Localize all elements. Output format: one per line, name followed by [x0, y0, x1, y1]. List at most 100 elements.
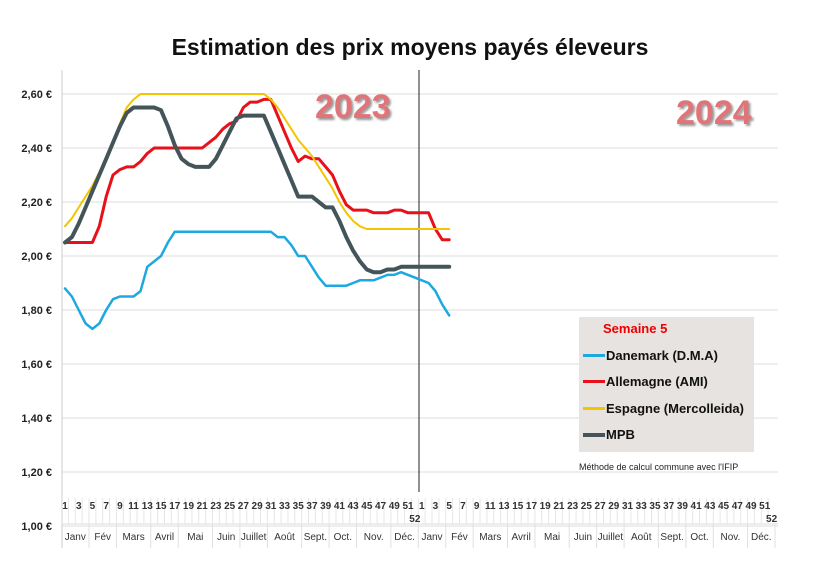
- y-tick-label: 2,40 €: [21, 143, 52, 155]
- series-line-allemagne: [63, 97, 451, 244]
- series-line-espagne: [64, 93, 451, 230]
- week-label: 39: [320, 501, 332, 512]
- month-label: Mars: [122, 532, 144, 543]
- month-label: Déc.: [751, 532, 772, 543]
- week-label: 9: [474, 501, 480, 512]
- week-label: 52: [409, 514, 421, 525]
- week-label: 43: [348, 501, 360, 512]
- month-label: Sept.: [304, 532, 327, 543]
- week-label: 45: [718, 501, 730, 512]
- month-label: Mai: [187, 532, 203, 543]
- week-label: 45: [361, 501, 373, 512]
- week-label: 51: [759, 501, 771, 512]
- week-label: 41: [691, 501, 703, 512]
- week-label: 17: [169, 501, 181, 512]
- week-label: 35: [649, 501, 661, 512]
- week-label: 7: [460, 501, 466, 512]
- week-label: 1: [419, 501, 425, 512]
- week-label: 31: [265, 501, 277, 512]
- month-label: Avril: [512, 532, 531, 543]
- y-tick-label: 2,60 €: [21, 89, 52, 101]
- legend-label: Espagne (Mercolleida): [606, 401, 744, 416]
- week-label: 11: [128, 501, 139, 512]
- week-label: 13: [142, 501, 154, 512]
- year-label-2023: 2023: [315, 88, 391, 126]
- legend-item-espagne: Espagne (Mercolleida): [583, 401, 744, 416]
- week-label: 21: [197, 501, 209, 512]
- month-label: Juillet: [241, 532, 267, 543]
- legend-label: Danemark (D.M.A): [606, 348, 718, 363]
- legend-item-allemagne: Allemagne (AMI): [583, 374, 708, 389]
- y-tick-label: 1,20 €: [21, 467, 52, 479]
- month-label: Nov.: [364, 532, 384, 543]
- series-line-mpb: [63, 105, 452, 275]
- method-note: Méthode de calcul commune avec l'IFIP: [579, 462, 739, 472]
- y-tick-label: 2,00 €: [21, 251, 52, 263]
- month-label: Juin: [574, 532, 592, 543]
- week-label: 21: [553, 501, 565, 512]
- week-label: 23: [210, 501, 222, 512]
- week-label: 5: [446, 501, 452, 512]
- week-label: 3: [433, 501, 439, 512]
- week-label: 1: [62, 501, 68, 512]
- month-label: Sept.: [660, 532, 683, 543]
- month-label: Fév: [451, 532, 468, 543]
- month-label: Nov.: [721, 532, 741, 543]
- y-tick-label: 1,80 €: [21, 305, 52, 317]
- week-label: 49: [745, 501, 757, 512]
- week-label: 25: [581, 501, 593, 512]
- legend-swatch: [583, 407, 605, 410]
- y-tick-label: 1,60 €: [21, 359, 52, 371]
- week-label: 49: [389, 501, 401, 512]
- month-label: Déc.: [394, 532, 415, 543]
- week-label: 27: [595, 501, 607, 512]
- week-label: 33: [279, 501, 291, 512]
- legend: Semaine 5 Danemark (D.M.A) Allemagne (AM…: [579, 317, 754, 452]
- week-label: 17: [526, 501, 538, 512]
- week-label: 27: [238, 501, 250, 512]
- week-label: 33: [636, 501, 648, 512]
- week-label: 15: [512, 501, 524, 512]
- week-label: 43: [704, 501, 716, 512]
- week-label: 25: [224, 501, 236, 512]
- legend-item-mpb: MPB: [583, 427, 635, 442]
- month-label: Mars: [479, 532, 501, 543]
- month-label: Janv: [65, 532, 86, 543]
- legend-swatch: [583, 432, 605, 437]
- legend-swatch: [583, 380, 605, 383]
- week-label: 47: [732, 501, 744, 512]
- week-label: 23: [567, 501, 579, 512]
- week-label: 37: [663, 501, 675, 512]
- month-label: Oct.: [690, 532, 708, 543]
- week-label: 15: [155, 501, 167, 512]
- month-label: Avril: [155, 532, 174, 543]
- week-label: 52: [766, 514, 778, 525]
- week-label: 37: [306, 501, 318, 512]
- week-label: 9: [117, 501, 123, 512]
- legend-item-danemark: Danemark (D.M.A): [583, 348, 718, 363]
- y-tick-label: 2,20 €: [21, 197, 52, 209]
- week-label: 19: [540, 501, 552, 512]
- month-label: Juillet: [598, 532, 624, 543]
- y-tick-label: 1,00 €: [21, 521, 52, 533]
- year-label-2024: 2024: [676, 94, 752, 132]
- month-label: Janv: [421, 532, 442, 543]
- month-label: Fév: [94, 532, 111, 543]
- week-label: 13: [498, 501, 510, 512]
- week-label: 47: [375, 501, 387, 512]
- week-label: 29: [252, 501, 264, 512]
- week-label: 35: [293, 501, 305, 512]
- week-label: 5: [90, 501, 96, 512]
- month-label: Août: [274, 532, 295, 543]
- week-label: 51: [402, 501, 414, 512]
- month-label: Mai: [544, 532, 560, 543]
- legend-label: MPB: [606, 427, 635, 442]
- month-label: Juin: [217, 532, 235, 543]
- y-tick-label: 1,40 €: [21, 413, 52, 425]
- week-label: 41: [334, 501, 346, 512]
- series-line-danemark: [63, 230, 451, 331]
- legend-label: Allemagne (AMI): [606, 374, 708, 389]
- week-label: 39: [677, 501, 689, 512]
